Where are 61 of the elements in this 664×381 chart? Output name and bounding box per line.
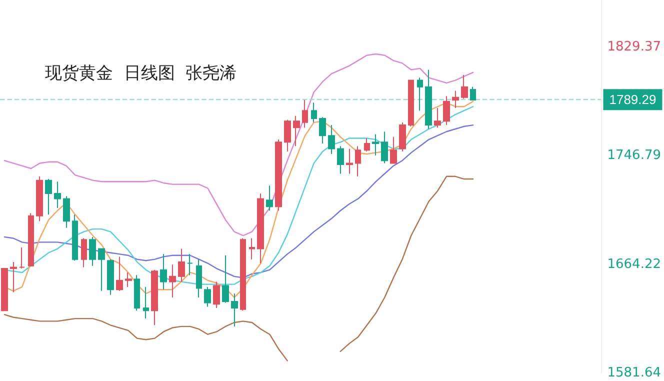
candlestick — [266, 185, 273, 212]
candlestick — [204, 286, 211, 308]
candlestick — [231, 293, 238, 327]
candlestick — [364, 138, 370, 152]
candlestick — [452, 90, 459, 108]
candlestick — [72, 214, 78, 262]
y-tick-label: 1829.37 — [607, 39, 662, 54]
candlestick — [311, 102, 317, 123]
candlestick — [28, 212, 34, 266]
candlestick — [372, 134, 379, 156]
candlestick — [470, 86, 476, 101]
candlestick — [434, 107, 441, 128]
candlestick — [116, 256, 123, 292]
candlestick — [54, 181, 61, 208]
candlestick — [346, 148, 353, 174]
candlestick — [10, 261, 17, 293]
y-tick-label: 1664.22 — [607, 256, 662, 272]
candlestick — [390, 136, 397, 164]
candlestick — [319, 116, 326, 144]
candlestick — [293, 115, 300, 147]
candlestick — [337, 146, 344, 174]
candlestick — [134, 274, 140, 312]
candlestick — [160, 254, 167, 290]
y-tick-label: 1746.79 — [607, 148, 662, 164]
candlestick — [461, 74, 468, 100]
ref-line-label: 1789.29 — [609, 92, 656, 108]
candlestick — [143, 286, 149, 320]
candlestick — [63, 196, 70, 228]
candlestick — [1, 268, 8, 312]
candlestick — [417, 77, 423, 112]
candlestick — [98, 248, 105, 292]
candlestick — [89, 236, 96, 266]
candlestick — [213, 281, 220, 309]
candlestick — [381, 131, 388, 164]
candlestick — [425, 69, 432, 130]
candlestick — [302, 100, 308, 128]
candlestick — [178, 248, 185, 282]
candlestick — [355, 146, 361, 177]
candlestick — [107, 258, 114, 296]
candlestick — [45, 178, 52, 216]
candlestick — [443, 96, 450, 126]
candlestick — [328, 124, 335, 155]
candlestick — [275, 139, 282, 212]
candlestick — [408, 80, 414, 127]
candlestick — [399, 122, 406, 152]
y-tick-label: 1581.64 — [607, 366, 662, 380]
candlestick — [284, 119, 291, 152]
candlestick — [187, 254, 193, 276]
candlestick — [249, 238, 255, 260]
candlestick — [196, 258, 202, 298]
candlestick — [222, 254, 229, 304]
candlestick — [36, 176, 43, 222]
text: 现货黄金 日线图 张尧浠 — [45, 64, 237, 84]
candlestick — [240, 238, 246, 312]
candlestick — [19, 246, 25, 270]
candlestick — [169, 264, 176, 298]
candlestick — [125, 272, 132, 288]
candlestick — [257, 193, 264, 264]
candlestick — [81, 238, 87, 268]
candlestick — [151, 269, 158, 326]
line-series — [4, 53, 474, 236]
